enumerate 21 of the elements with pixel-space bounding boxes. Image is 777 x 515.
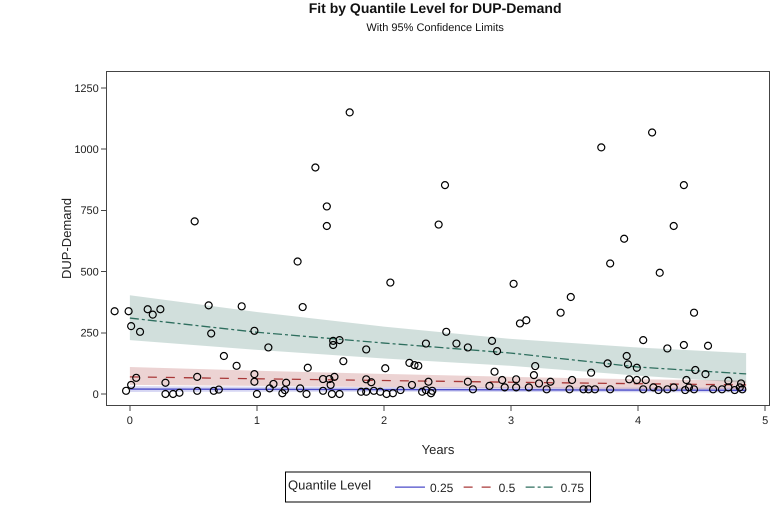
chart-title: Fit by Quantile Level for DUP-Demand bbox=[308, 0, 562, 16]
y-tick-label: 0 bbox=[92, 388, 99, 401]
x-tick-label: 5 bbox=[762, 415, 768, 428]
x-tick-label: 0 bbox=[126, 415, 133, 428]
x-tick-label: 1 bbox=[254, 415, 260, 428]
y-tick-label: 1000 bbox=[74, 144, 99, 156]
legend-label: 0.5 bbox=[498, 480, 516, 495]
y-tick-label: 250 bbox=[80, 328, 99, 340]
y-tick-label: 750 bbox=[80, 205, 99, 218]
legend-label: 0.75 bbox=[560, 480, 584, 495]
line-series bbox=[129, 317, 747, 375]
y-tick-label: 500 bbox=[80, 266, 99, 278]
x-axis-title: Years bbox=[422, 442, 455, 457]
y-axis-title: DUP-Demand bbox=[59, 198, 74, 279]
chart-subtitle: With 95% Confidence Limits bbox=[366, 22, 504, 34]
legend-label: 0.25 bbox=[430, 480, 454, 495]
x-tick-label: 3 bbox=[508, 415, 514, 428]
legend-title: Quantile Level bbox=[288, 478, 382, 492]
x-tick-label: 2 bbox=[380, 415, 388, 428]
x-tick-label: 4 bbox=[635, 415, 642, 428]
y-tick-label: 1250 bbox=[74, 82, 99, 95]
